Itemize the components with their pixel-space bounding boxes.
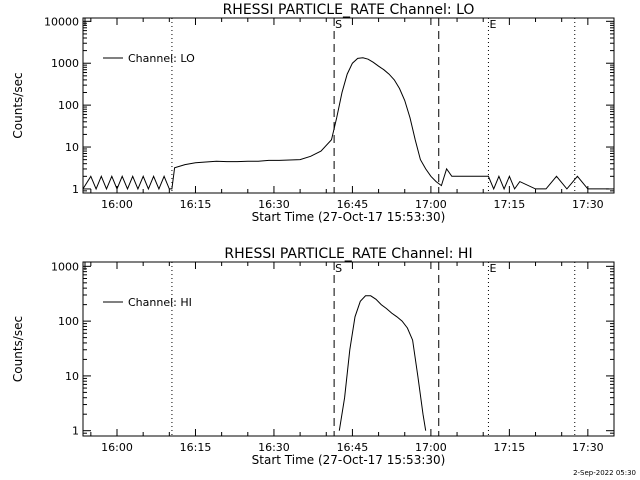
y-tick-label: 10 [65, 370, 79, 383]
y-tick-label: 100 [58, 99, 79, 112]
y-axis-label: Counts/sec [11, 72, 25, 138]
legend-entry: Channel: HI [128, 296, 192, 309]
chart-lo: RHESSI PARTICLE_RATE Channel: LO 16:00 16:… [11, 2, 615, 224]
x-tick-label: 16:15 [180, 441, 212, 454]
y-tick-label: 10 [65, 141, 79, 154]
y-tick-label: 10000 [44, 15, 79, 28]
x-axis-label: Start Time (27-Oct-17 15:53:30) [252, 210, 446, 224]
x-tick-label: 17:00 [415, 441, 447, 454]
x-tick-label: 17:15 [494, 198, 526, 211]
chart-title: RHESSI PARTICLE_RATE Channel: LO [223, 2, 475, 18]
x-tick-label: 16:45 [337, 441, 369, 454]
chart-hi: RHESSI PARTICLE_RATE Channel: HI 16:00 16:… [11, 246, 615, 467]
plot-frame [82, 17, 615, 194]
x-tick-label: 17:00 [415, 198, 447, 211]
x-tick-label: 17:30 [572, 441, 604, 454]
y-tick-label: 1000 [51, 260, 79, 273]
y-axis-label: Counts/sec [11, 316, 25, 382]
event-marker-label: S [335, 18, 342, 31]
legend-entry: Channel: LO [128, 52, 195, 65]
series-line [338, 295, 427, 431]
y-tick-label: 1 [72, 425, 79, 438]
y-tick-label: 1000 [51, 57, 79, 70]
plot-frame [82, 261, 615, 437]
x-tick-label: 16:00 [101, 198, 133, 211]
x-tick-label: 16:45 [337, 198, 369, 211]
series-line [82, 57, 609, 191]
event-marker-label: S [335, 262, 342, 275]
footer-timestamp: 2-Sep-2022 05:30 [573, 469, 636, 477]
y-tick-label: 100 [58, 315, 79, 328]
y-tick-label: 1 [72, 183, 79, 196]
x-tick-label: 16:30 [258, 198, 290, 211]
x-tick-label: 17:30 [572, 198, 604, 211]
event-marker-label: E [489, 18, 496, 31]
event-marker-label: E [489, 262, 496, 275]
x-tick-label: 16:00 [101, 441, 133, 454]
chart-title: RHESSI PARTICLE_RATE Channel: HI [224, 246, 472, 262]
x-tick-label: 17:15 [494, 441, 526, 454]
x-tick-label: 16:30 [258, 441, 290, 454]
x-tick-label: 16:15 [180, 198, 212, 211]
x-axis-label: Start Time (27-Oct-17 15:53:30) [252, 453, 446, 467]
